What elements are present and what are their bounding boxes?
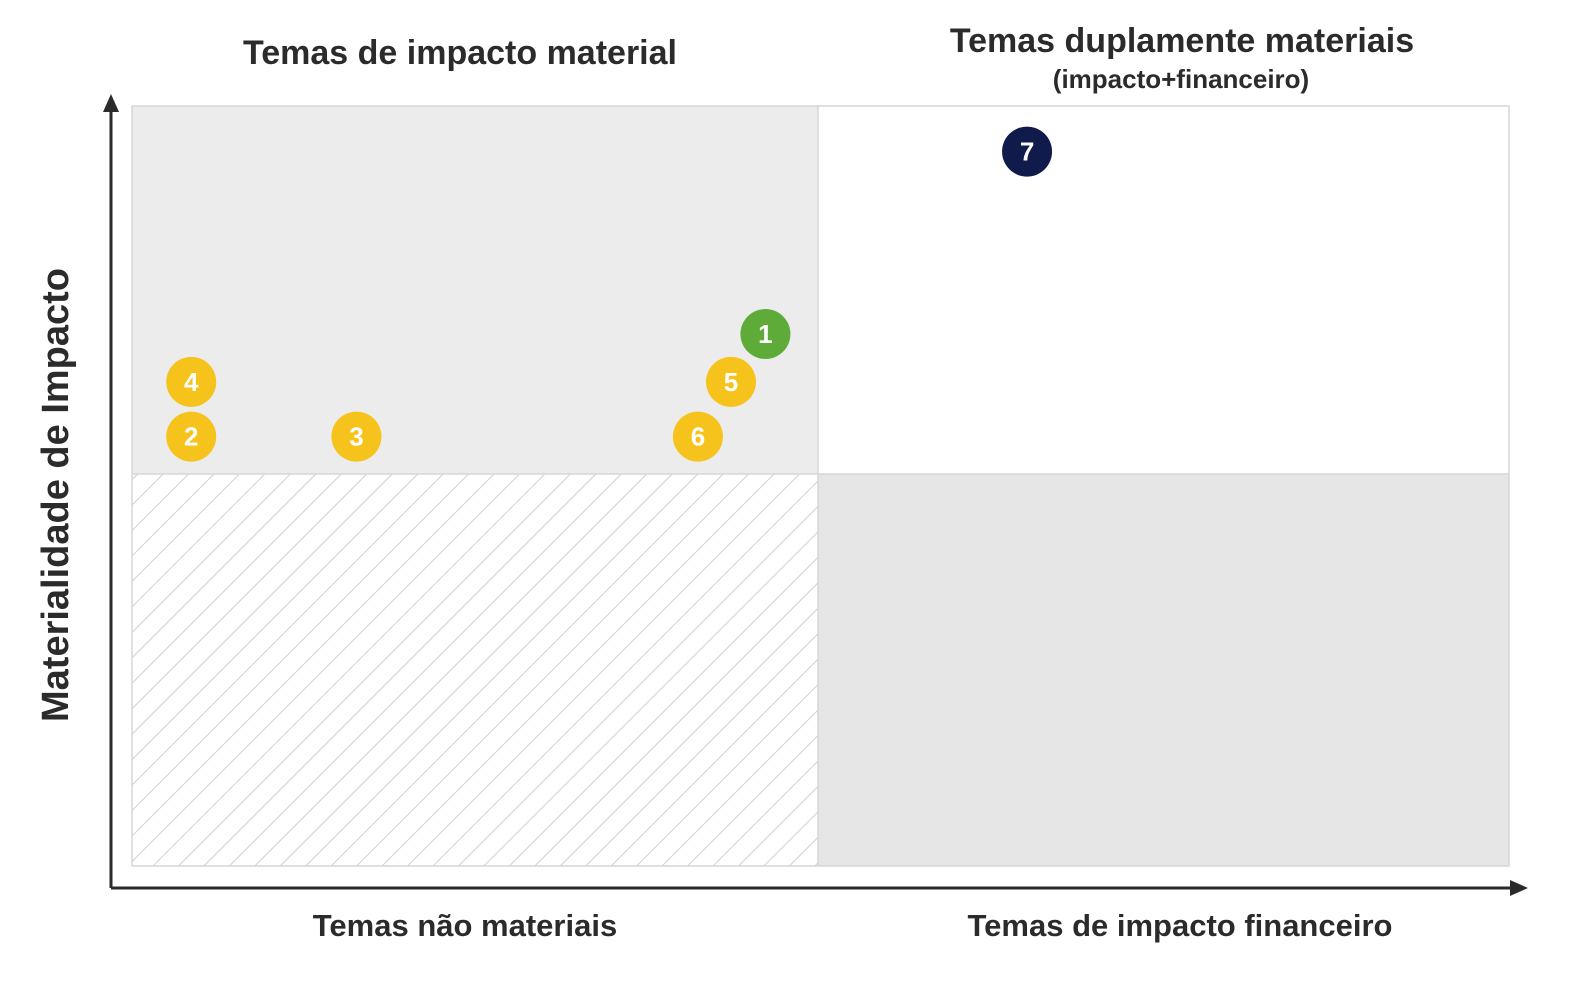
data-point-label: 5 <box>724 367 738 397</box>
data-point-label: 7 <box>1020 137 1034 167</box>
quadrant-bottom-left <box>132 474 818 866</box>
data-point-4: 4 <box>166 356 217 407</box>
quadrant-title-top-left: Temas de impacto material <box>243 34 677 72</box>
data-point-marker <box>705 356 756 407</box>
quadrant-title-bottom-right: Temas de impacto financeiro <box>968 908 1393 943</box>
data-point-marker <box>672 411 723 462</box>
data-point-2: 2 <box>166 411 217 462</box>
x-axis-arrow <box>1510 880 1528 896</box>
plot-border <box>131 105 1510 867</box>
data-point-label: 3 <box>349 422 363 452</box>
quadrant-top-right <box>818 106 1509 474</box>
data-points: 1 2 3 4 56 7 <box>166 126 1053 462</box>
data-point-6: 6 <box>672 411 723 462</box>
data-point-label: 2 <box>184 422 198 452</box>
data-point-marker <box>740 309 791 359</box>
data-point-marker <box>331 411 382 462</box>
data-point-marker <box>166 411 217 462</box>
quadrant-title-bottom-left: Temas não materiais <box>313 908 617 943</box>
data-point-label: 6 <box>691 422 705 452</box>
quadrant-subtitle-top-right: (impacto+financeiro) <box>1053 64 1309 94</box>
data-point-3: 3 <box>331 411 382 462</box>
quadrant-title-top-right: Temas duplamente materiais <box>950 22 1414 60</box>
data-point-5: 5 <box>705 356 756 407</box>
data-point-marker <box>166 356 217 407</box>
y-axis-arrow <box>103 94 119 112</box>
data-point-label: 4 <box>184 367 199 397</box>
data-point-1: 1 <box>740 309 791 359</box>
quadrant-bottom-right <box>818 474 1509 866</box>
data-point-label: 1 <box>758 319 772 349</box>
data-point-7: 7 <box>1002 126 1053 177</box>
data-point-marker <box>1002 126 1053 177</box>
y-axis-title: Materialidade de Impacto <box>35 268 77 722</box>
